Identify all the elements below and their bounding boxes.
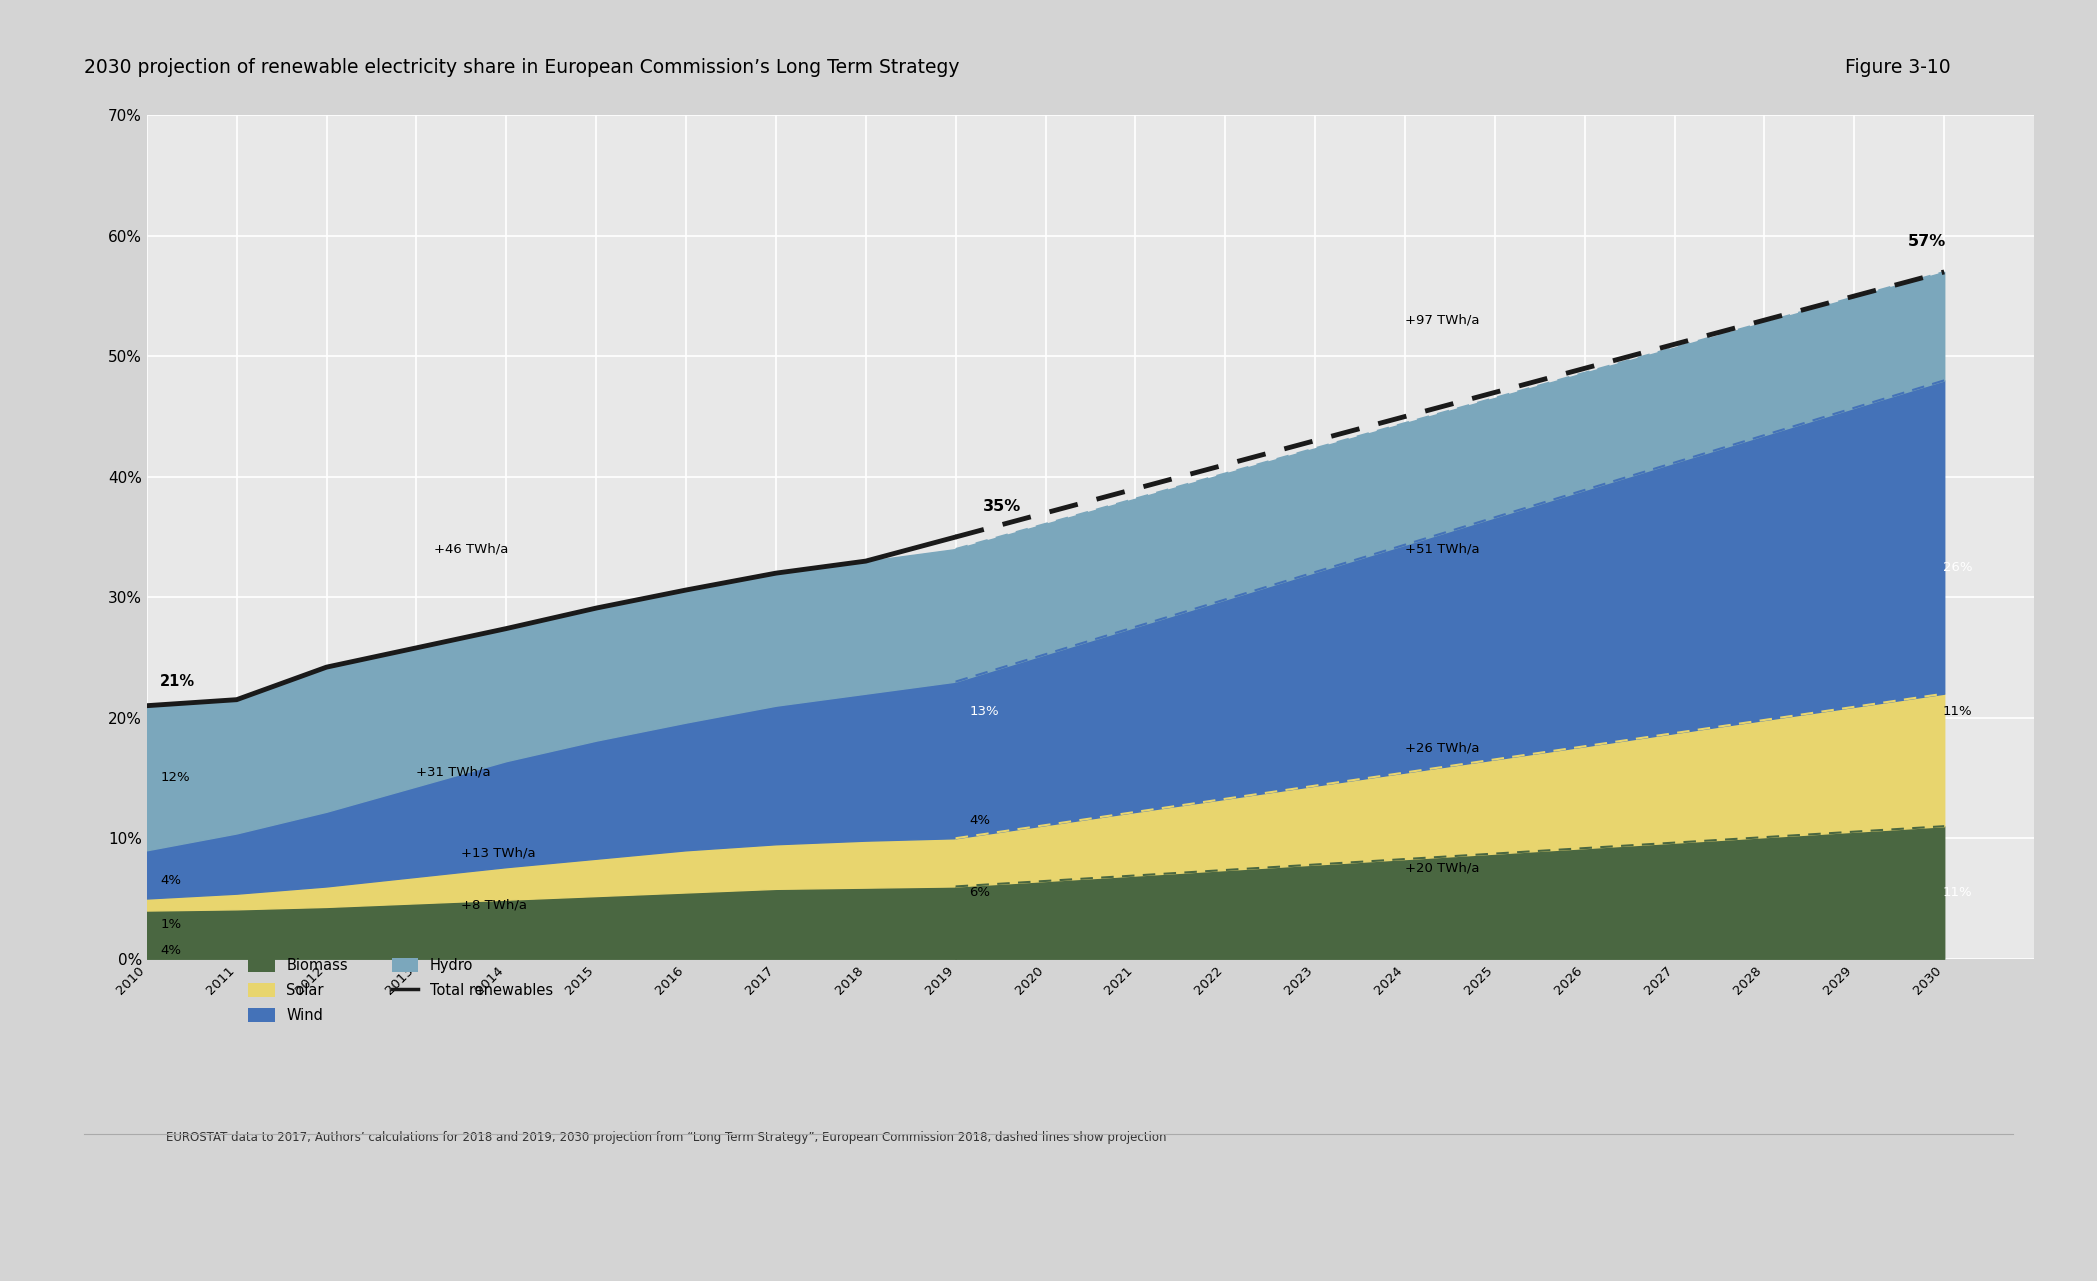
Text: +31 TWh/a: +31 TWh/a [417,766,491,779]
Text: 1%: 1% [159,918,182,931]
Text: 12%: 12% [159,771,191,784]
Text: 2030 projection of renewable electricity share in European Commission’s Long Ter: 2030 projection of renewable electricity… [84,58,960,77]
Text: +26 TWh/a: +26 TWh/a [1405,742,1480,755]
Text: 6%: 6% [969,886,990,899]
Text: +20 TWh/a: +20 TWh/a [1405,862,1480,875]
Text: 11%: 11% [1944,886,1973,899]
Text: 21%: 21% [159,674,195,689]
Text: 57%: 57% [1908,234,1946,250]
Text: 11%: 11% [1944,706,1973,719]
Text: +8 TWh/a: +8 TWh/a [461,898,526,911]
Text: 26%: 26% [1944,561,1973,574]
Text: EUROSTAT data to 2017; Authors’ calculations for 2018 and 2019; 2030 projection : EUROSTAT data to 2017; Authors’ calculat… [166,1131,1166,1144]
Text: +13 TWh/a: +13 TWh/a [461,847,537,860]
Text: 4%: 4% [969,813,990,826]
Text: 4%: 4% [159,874,180,886]
Text: Figure 3-10: Figure 3-10 [1845,58,1950,77]
Text: 35%: 35% [983,500,1021,515]
Text: +46 TWh/a: +46 TWh/a [434,543,510,556]
Text: +97 TWh/a: +97 TWh/a [1405,314,1480,327]
Text: +51 TWh/a: +51 TWh/a [1405,543,1480,556]
Text: 13%: 13% [969,706,998,719]
Legend: Biomass, Solar, Wind, Hydro, Total renewables: Biomass, Solar, Wind, Hydro, Total renew… [247,958,554,1024]
Text: 4%: 4% [159,944,180,957]
